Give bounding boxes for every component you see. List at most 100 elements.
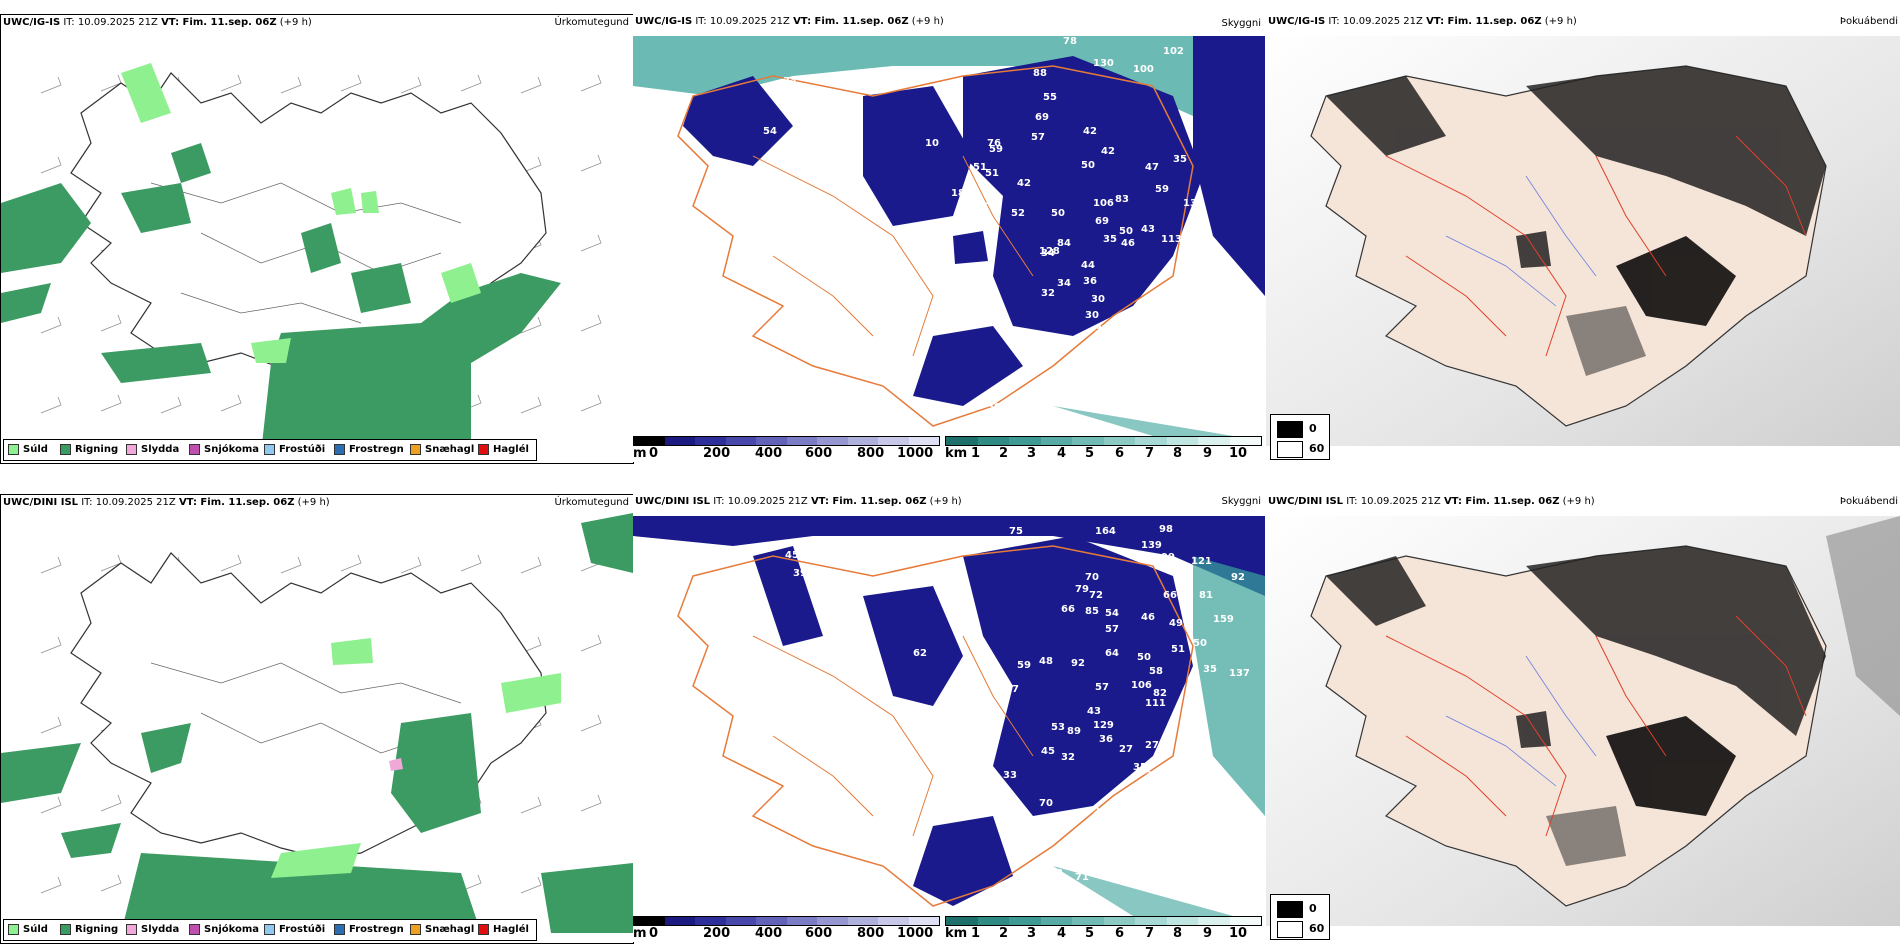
visibility-value-label: 106 (1131, 680, 1152, 691)
visibility-value-label: 50 (1193, 638, 1207, 649)
precip-type-panel-bottom: UWC/DINI ISL IT: 10.09.2025 21Z VT: Fim.… (0, 494, 634, 944)
colorbar-cell (1198, 917, 1230, 925)
visibility-value-label: 59 (1155, 184, 1169, 195)
visibility-value-label: 101 (1195, 778, 1216, 789)
visibility-value-label: 62 (975, 216, 989, 227)
colorbar-cell (1072, 437, 1104, 445)
visibility-labels: 34 34 45 48 54 88 78 130 100 102 55 42 42 50 47 35 59 135… (763, 36, 1206, 436)
colorbar-cell (1135, 917, 1167, 925)
visibility-value-label: 62 (913, 648, 927, 659)
visibility-value-label: 83 (1115, 194, 1129, 205)
visibility-value-label: 50 (1051, 208, 1065, 219)
colorbar-cell (1135, 437, 1167, 445)
fog-map (1266, 516, 1900, 926)
legend-swatch (264, 924, 275, 935)
precip-map (1, 513, 633, 933)
visibility-value-label: 66 (1163, 590, 1177, 601)
visibility-tick: 1 (971, 446, 981, 461)
visibility-value-label: 44 (1081, 260, 1095, 271)
visibility-tick: 10 (1229, 926, 1248, 941)
colorbar-cell (725, 917, 756, 925)
legend-swatch-dark (1277, 901, 1303, 918)
visibility-value-label: 43 (1087, 706, 1101, 717)
visibility-tick: 5 (1085, 926, 1095, 941)
visibility-value-label: 26 (1075, 376, 1089, 387)
colorbar-cell (1103, 437, 1135, 445)
visibility-value-label: 78 (1063, 36, 1077, 47)
cloud-base-colorbar (633, 916, 940, 926)
colorbar-cell (908, 917, 939, 925)
cloud-visibility-panel-top: UWC/IG-IS IT: 10.09.2025 21Z VT: Fim. 11… (633, 14, 1265, 462)
legend-item: Haglél (478, 444, 529, 455)
visibility-value-label: 82 (1153, 688, 1167, 699)
visibility-tick: 5 (1085, 446, 1095, 461)
visibility-tick: 2 (999, 446, 1009, 461)
visibility-value-label: 59 (1017, 660, 1031, 671)
visibility-value-label: 42 (1101, 146, 1115, 157)
visibility-value-label: 32 (1061, 752, 1075, 763)
visibility-value-label: 42 (1083, 126, 1097, 137)
visibility-value-label: 34 (1013, 430, 1027, 436)
visibility-value-label: 35 (1133, 762, 1147, 773)
visibility-value-label: 51 (985, 168, 999, 179)
visibility-tick: 8 (1173, 926, 1183, 941)
colorbar-cell (1229, 437, 1261, 445)
visibility-tick: 10 (1229, 446, 1248, 461)
visibility-tick: 4 (1057, 926, 1067, 941)
fog-cover-panel-bottom: UWC/DINI ISL IT: 10.09.2025 21Z VT: Fim.… (1266, 494, 1900, 942)
visibility-value-label: 56 (1085, 858, 1099, 869)
visibility-value-label: 43 (1141, 224, 1155, 235)
visibility-value-label: 46 (1141, 612, 1155, 623)
visibility-value-label: 32 (1049, 868, 1063, 879)
panel-header: UWC/DINI ISL IT: 10.09.2025 21Z VT: Fim.… (635, 496, 962, 507)
cloud-base-tick: 400 (755, 446, 783, 461)
colorbar-cell (1040, 917, 1072, 925)
precip-map (1, 63, 602, 453)
colorbar-cell (664, 917, 695, 925)
legend-item: Frostúði (264, 444, 325, 455)
visibility-value-label: 81 (1199, 590, 1213, 601)
panel-title: Þokuábendi (1839, 496, 1898, 507)
visibility-value-label: 128 (1039, 246, 1060, 257)
legend-item: Frostregn (334, 924, 404, 935)
visibility-value-label: 30 (1085, 310, 1099, 321)
colorbar-cell (1040, 437, 1072, 445)
legend-swatch (478, 444, 489, 455)
legend-swatch (126, 444, 137, 455)
colorbar-cell (1009, 917, 1041, 925)
visibility-value-label: 57 (1105, 624, 1119, 635)
visibility-value-label: 57 (1095, 682, 1109, 693)
visibility-value-label: 84 (1057, 238, 1071, 249)
visibility-value-label: 34 (1057, 278, 1071, 289)
visibility-value-label: 35 (1173, 154, 1187, 165)
legend-item: Snjókoma (189, 444, 259, 455)
cloud-visibility-map: 34 34 45 48 54 88 78 130 100 102 55 42 42 50 47 35 59 135… (633, 36, 1265, 436)
cloud-base-unit: m (633, 446, 647, 461)
colorbar-cell (1229, 917, 1261, 925)
visibility-tick: 4 (1057, 446, 1067, 461)
legend-swatch (60, 924, 71, 935)
visibility-value-label: 48 (831, 124, 845, 135)
legend-item: Haglél (478, 924, 529, 935)
cloud-base-tick: 1000 (897, 446, 934, 461)
visibility-value-label: 32 (1041, 288, 1055, 299)
fog-legend: 0 60 (1270, 894, 1330, 940)
cloud-base-unit: m (633, 926, 647, 941)
colorbar-cell (946, 917, 978, 925)
legend-swatch-light (1277, 441, 1303, 458)
visibility-value-label: 54 (1105, 350, 1119, 361)
panel-header: UWC/DINI ISL IT: 10.09.2025 21Z VT: Fim.… (1268, 496, 1595, 507)
visibility-value-label: 38 (1019, 894, 1033, 905)
visibility-tick: 7 (1145, 446, 1155, 461)
legend-swatch (8, 444, 19, 455)
visibility-value-label: 45 (1041, 746, 1055, 757)
cloud-base-tick: 400 (755, 926, 783, 941)
colorbar-cell (878, 437, 909, 445)
legend-item: Snæhagl (410, 924, 474, 935)
visibility-value-label: 34 (1041, 248, 1055, 259)
panel-header: UWC/IG-IS IT: 10.09.2025 21Z VT: Fim. 11… (3, 17, 312, 28)
visibility-value-label: 51 (1171, 644, 1185, 655)
colorbar-cell (1198, 437, 1230, 445)
